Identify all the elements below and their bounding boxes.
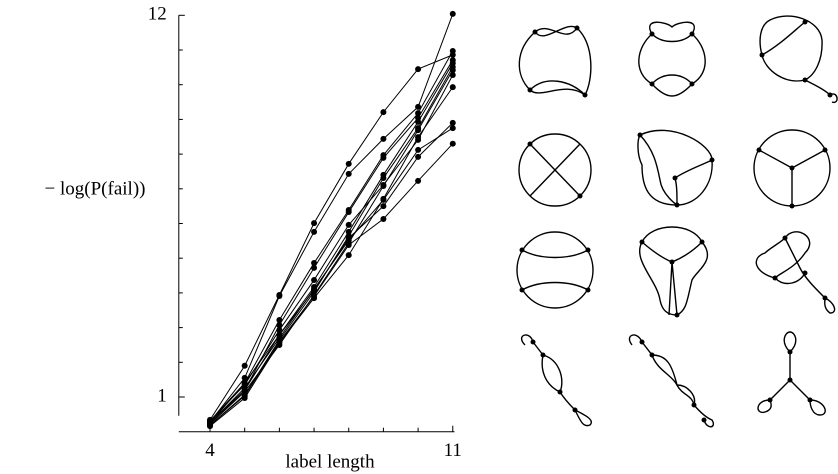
diagram — [637, 129, 715, 208]
data-point — [311, 264, 318, 271]
data-point — [449, 119, 456, 126]
data-point — [380, 109, 387, 116]
diagram — [518, 25, 592, 98]
data-point — [345, 221, 352, 228]
data-point — [415, 103, 422, 110]
diagram — [753, 129, 831, 209]
data-point — [449, 48, 456, 55]
data-point — [380, 196, 387, 203]
data-point — [276, 322, 283, 329]
data-point — [380, 215, 387, 222]
x-tick-label: 4 — [205, 440, 215, 461]
data-point — [345, 242, 352, 249]
x-tick-label: 11 — [444, 440, 462, 461]
data-point — [345, 252, 352, 259]
graph-diagrams — [516, 15, 838, 428]
series-line — [209, 127, 454, 424]
data-point — [345, 170, 352, 177]
data-point — [415, 118, 422, 125]
data-point — [311, 228, 318, 235]
data-point — [415, 146, 422, 153]
diagram — [516, 231, 594, 309]
data-point — [415, 153, 422, 160]
data-point — [276, 327, 283, 334]
series-line — [209, 54, 453, 421]
y-tick-label: 1 — [157, 385, 167, 406]
data-point — [449, 67, 456, 74]
series-line — [209, 13, 454, 423]
data-point — [380, 203, 387, 210]
data-point — [311, 286, 318, 293]
diagram — [639, 226, 709, 318]
diagram — [638, 21, 706, 97]
data-point — [415, 177, 422, 184]
x-axis-label: label length — [285, 451, 375, 472]
data-point — [311, 293, 318, 300]
diagram — [628, 334, 714, 428]
data-point — [276, 293, 283, 300]
data-point — [241, 362, 248, 369]
data-point — [380, 135, 387, 142]
diagram — [757, 331, 826, 416]
data-point — [380, 175, 387, 182]
diagram — [755, 231, 836, 314]
data-point — [345, 237, 352, 244]
data-point — [276, 316, 283, 323]
data-point — [380, 154, 387, 161]
y-axis-label: − log(P(fail)) — [45, 178, 146, 199]
diagram — [518, 133, 592, 207]
data-point — [380, 181, 387, 188]
data-point — [415, 66, 422, 73]
data-point — [345, 160, 352, 167]
data-point — [449, 140, 456, 147]
y-tick-label: 12 — [148, 4, 167, 25]
data-point — [449, 84, 456, 91]
diagram — [759, 15, 838, 104]
data-point — [241, 392, 248, 399]
diagram — [520, 334, 592, 427]
data-point — [207, 417, 214, 424]
data-point — [311, 220, 318, 227]
data-point — [345, 209, 352, 216]
data-point — [415, 136, 422, 143]
series-line — [209, 143, 454, 426]
data-point — [241, 381, 248, 388]
series-line — [209, 50, 454, 424]
data-point — [449, 125, 456, 132]
data-point — [449, 71, 456, 78]
data-point — [449, 10, 456, 17]
data-point — [415, 127, 422, 134]
data-point — [311, 277, 318, 284]
series-line — [209, 74, 454, 422]
series-line — [209, 69, 454, 425]
data-point — [276, 335, 283, 342]
